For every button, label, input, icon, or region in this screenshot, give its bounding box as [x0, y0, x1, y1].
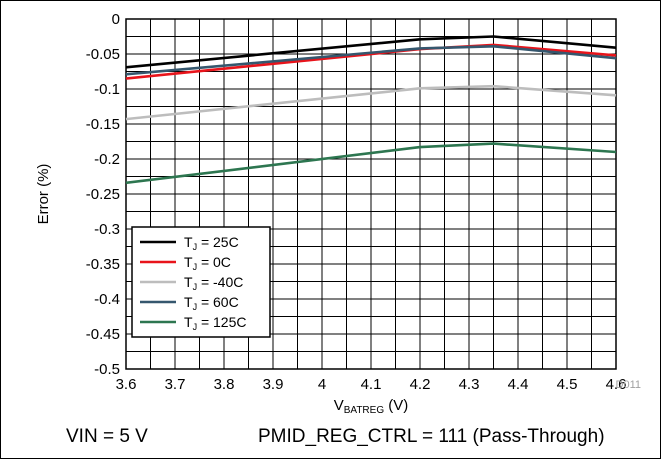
x-tick-label: 3.6 [116, 376, 137, 393]
x-tick-label: 4.3 [459, 376, 480, 393]
legend-label: TJ = 25C [184, 234, 239, 252]
legend-label: TJ = 60C [184, 294, 239, 312]
x-axis-label: VBATREG (V) [334, 397, 409, 416]
caption-vin: VIN = 5 V [66, 426, 148, 447]
y-tick-label: 0 [112, 11, 120, 28]
x-tick-label: 4.5 [557, 376, 578, 393]
x-tick-label: 4.2 [410, 376, 431, 393]
y-tick-label: -0.5 [94, 361, 120, 378]
series-line-4 [125, 142, 617, 185]
y-tick-label: -0.35 [86, 256, 120, 273]
legend-label: TJ = 125C [184, 314, 247, 332]
x-tick-label: 3.7 [165, 376, 186, 393]
legend-label: TJ = 0C [184, 254, 231, 272]
y-tick-label: -0.3 [94, 221, 120, 238]
y-tick-label: -0.2 [94, 151, 120, 168]
y-tick-label: -0.25 [86, 186, 120, 203]
y-tick-label: -0.4 [94, 291, 120, 308]
y-axis-label: Error (%) [35, 164, 52, 225]
y-tick-label: -0.1 [94, 81, 120, 98]
x-tick-label: 4.1 [361, 376, 382, 393]
x-tick-label: 3.9 [263, 376, 284, 393]
x-tick-label: 4 [318, 376, 326, 393]
series-line-2 [125, 84, 617, 121]
series-line-3 [125, 44, 617, 76]
x-tick-label: 4.6 [606, 376, 627, 393]
plot-border [125, 18, 617, 370]
y-tick-label: -0.45 [86, 326, 120, 343]
y-tick-label: -0.05 [86, 46, 120, 63]
caption-pmid-reg-ctrl: PMID_REG_CTRL = 111 (Pass-Through) [258, 426, 605, 447]
x-tick-label: 3.8 [214, 376, 235, 393]
figure-id-watermark: D011 [616, 379, 641, 391]
legend-label: TJ = -40C [184, 274, 243, 292]
series-line-0 [125, 35, 617, 69]
legend: TJ = 25C TJ = 0C TJ = -40C TJ = 60C TJ = 125… [131, 226, 271, 338]
y-tick-label: -0.15 [86, 116, 120, 133]
x-tick-label: 4.4 [508, 376, 529, 393]
